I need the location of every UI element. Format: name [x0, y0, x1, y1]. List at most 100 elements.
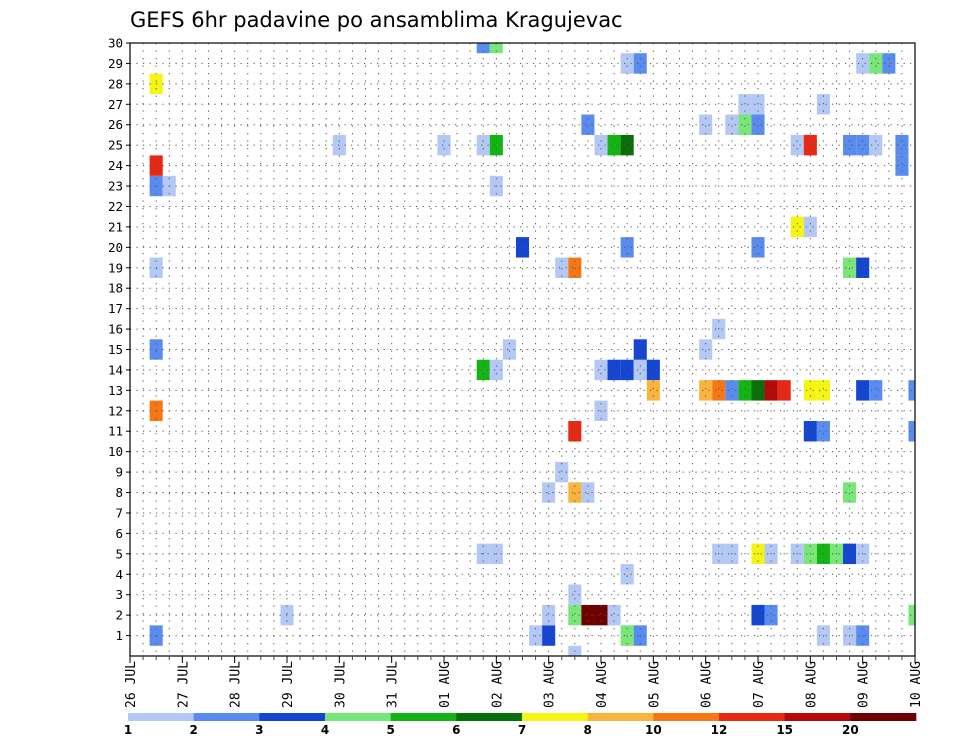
ensemble-cell	[790, 134, 804, 156]
colorbar: 1 2 3 4 5 6 7 8 10 12 15 20	[124, 713, 917, 737]
y-tick-label: 28	[108, 76, 123, 91]
y-tick-label: 9	[115, 465, 123, 480]
colorbar-label: 20	[842, 723, 859, 737]
y-tick-label: 23	[108, 179, 123, 194]
ensemble-cell	[908, 604, 915, 626]
ensemble-cell	[620, 564, 634, 585]
x-tick-label: 08 AUG	[804, 661, 819, 708]
y-tick-label: 19	[108, 260, 123, 275]
ensemble-cell	[594, 604, 608, 626]
ensemble-cell	[908, 421, 915, 442]
ensemble-cell	[633, 53, 647, 74]
colorbar-label: 2	[189, 723, 197, 737]
y-tick-label: 3	[115, 587, 123, 602]
ensemble-cell	[594, 134, 608, 156]
ensemble-cell	[646, 380, 660, 401]
y-tick-label: 30	[108, 36, 123, 51]
ensemble-cell	[803, 134, 817, 156]
colorbar-label: 15	[776, 723, 793, 737]
x-tick-label: 03 AUG	[543, 661, 558, 708]
ensemble-cell	[542, 604, 556, 626]
ensemble-cell	[620, 134, 634, 156]
y-tick-label: 14	[108, 362, 123, 377]
ensemble-cell	[843, 134, 857, 156]
ensemble-cell	[476, 43, 490, 54]
ensemble-cell	[895, 155, 909, 176]
ensemble-cell	[699, 380, 713, 401]
ensemble-cell	[476, 359, 490, 381]
y-tick-label: 29	[108, 56, 123, 71]
ensemble-cell	[803, 380, 817, 401]
ensemble-cell	[568, 257, 582, 278]
ensemble-cell	[568, 584, 582, 605]
ensemble-cell	[738, 94, 752, 115]
colorbar-segment	[456, 713, 523, 721]
ensemble-cell	[699, 339, 713, 360]
x-tick-label: 05 AUG	[647, 661, 662, 708]
ensemble-cell	[751, 380, 765, 401]
colorbar-label: 7	[518, 723, 526, 737]
x-tick-label: 06 AUG	[700, 661, 715, 708]
ensemble-cell	[725, 380, 739, 401]
ensemble-cell	[489, 43, 503, 54]
ensemble-cell	[816, 421, 830, 442]
y-tick-label: 17	[108, 301, 123, 316]
ensemble-cell	[581, 604, 595, 626]
colorbar-segment	[128, 713, 194, 721]
ensemble-cell	[502, 339, 516, 360]
ensemble-cell	[738, 380, 752, 401]
y-tick-label: 15	[108, 342, 123, 357]
ensemble-cell	[620, 237, 634, 258]
x-tick-label: 26 JUL	[124, 661, 139, 708]
ensemble-cell	[869, 380, 883, 401]
y-tick-label: 21	[108, 219, 123, 234]
colorbar-segment	[390, 713, 457, 721]
ensemble-cell	[581, 482, 595, 503]
ensemble-cell	[332, 134, 346, 156]
y-tick-label: 25	[108, 138, 123, 153]
ensemble-cell	[515, 237, 530, 258]
ensemble-cell	[437, 134, 451, 156]
colorbar-segment	[325, 713, 391, 721]
colorbar-segment	[522, 713, 588, 721]
colorbar-segment	[193, 713, 260, 721]
ensemble-cell	[594, 359, 608, 381]
ensemble-cell	[581, 114, 595, 135]
colorbar-label: 12	[711, 723, 728, 737]
y-tick-label: 4	[115, 567, 123, 582]
x-tick-label: 04 AUG	[595, 661, 610, 708]
ensemble-cell	[856, 134, 870, 156]
ensemble-cell	[856, 257, 870, 278]
ensemble-cell	[764, 604, 778, 626]
ensemble-cell	[633, 359, 647, 381]
ensemble-cell	[803, 421, 817, 442]
ensemble-cell	[607, 604, 621, 626]
ensemble-cell	[895, 134, 909, 156]
y-tick-label: 18	[108, 281, 123, 296]
ensemble-cell	[816, 380, 830, 401]
x-tick-label: 10 AUG	[909, 661, 924, 708]
ensemble-cell	[568, 482, 582, 503]
ensemble-cell	[620, 359, 634, 381]
colorbar-segment	[784, 713, 851, 721]
chart-title: GEFS 6hr padavine po ansamblima Kragujev…	[130, 8, 623, 32]
ensemble-cell	[764, 380, 778, 401]
colorbar-label: 4	[321, 723, 329, 737]
ensemble-cell	[816, 94, 830, 115]
colorbar-label: 8	[583, 723, 591, 737]
colorbar-label: 6	[452, 723, 460, 737]
x-tick-label: 27 JUL	[176, 661, 191, 708]
ensemble-cell	[738, 114, 752, 135]
colorbar-segment	[653, 713, 720, 721]
x-tick-label: 29 JUL	[281, 661, 296, 708]
y-tick-label: 8	[115, 485, 123, 500]
ensemble-cell	[751, 604, 765, 626]
ensemble-cell	[712, 380, 726, 401]
x-tick-label: 02 AUG	[490, 661, 505, 708]
y-tick-label: 5	[115, 546, 123, 561]
y-tick-label: 20	[108, 240, 123, 255]
y-tick-label: 6	[115, 526, 123, 541]
ensemble-cell	[699, 114, 713, 135]
x-tick-label: 09 AUG	[857, 661, 872, 708]
ensemble-cell	[790, 216, 804, 238]
